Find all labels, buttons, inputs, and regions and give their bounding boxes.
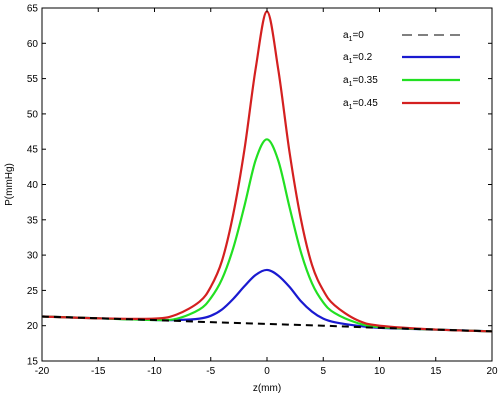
y-tick-label: 30 <box>27 251 39 262</box>
y-axis-label: P(mmHg) <box>4 163 15 206</box>
y-tick-label: 55 <box>27 74 39 85</box>
x-tick-label: -5 <box>206 366 215 377</box>
x-tick-label: 15 <box>430 366 442 377</box>
x-tick-label: -10 <box>147 366 162 377</box>
series-line-2 <box>41 138 493 333</box>
x-tick-label: -15 <box>91 366 106 377</box>
y-tick-label: 65 <box>27 4 39 15</box>
plot-area <box>41 7 493 362</box>
series-layer <box>41 10 493 333</box>
x-tick-label: 10 <box>374 366 386 377</box>
y-tick-label: 40 <box>27 180 39 191</box>
plot-frame <box>41 7 493 362</box>
y-tick-label: 60 <box>27 39 39 50</box>
legend: a1=0 a1=0.2 a1=0.35 a1=0.45 <box>343 30 460 111</box>
legend-label-3: a1=0.45 <box>343 98 378 111</box>
y-tick-label: 45 <box>27 145 39 156</box>
series-line-0 <box>41 315 493 333</box>
series-line-1 <box>41 268 493 333</box>
y-tick-label: 35 <box>27 215 39 226</box>
legend-label-1: a1=0.2 <box>343 52 373 65</box>
x-tick-label: -20 <box>35 366 50 377</box>
x-axis-label: z(mm) <box>253 383 281 394</box>
y-tick-label: 50 <box>27 109 39 120</box>
x-tick-label: 0 <box>264 366 270 377</box>
y-tick-label: 20 <box>27 321 39 332</box>
x-tick-label: 5 <box>320 366 326 377</box>
legend-label-0: a1=0 <box>343 30 364 43</box>
axis-layer: -20 -15 -10 -5 0 5 10 15 20 15 20 25 30 35 40 45 50 55 60 6… <box>27 4 498 378</box>
y-tick-label: 25 <box>27 286 39 297</box>
legend-label-2: a1=0.35 <box>343 75 378 88</box>
series-line-3 <box>41 10 493 333</box>
x-tick-label: 20 <box>486 366 498 377</box>
y-tick-label: 15 <box>27 357 39 368</box>
